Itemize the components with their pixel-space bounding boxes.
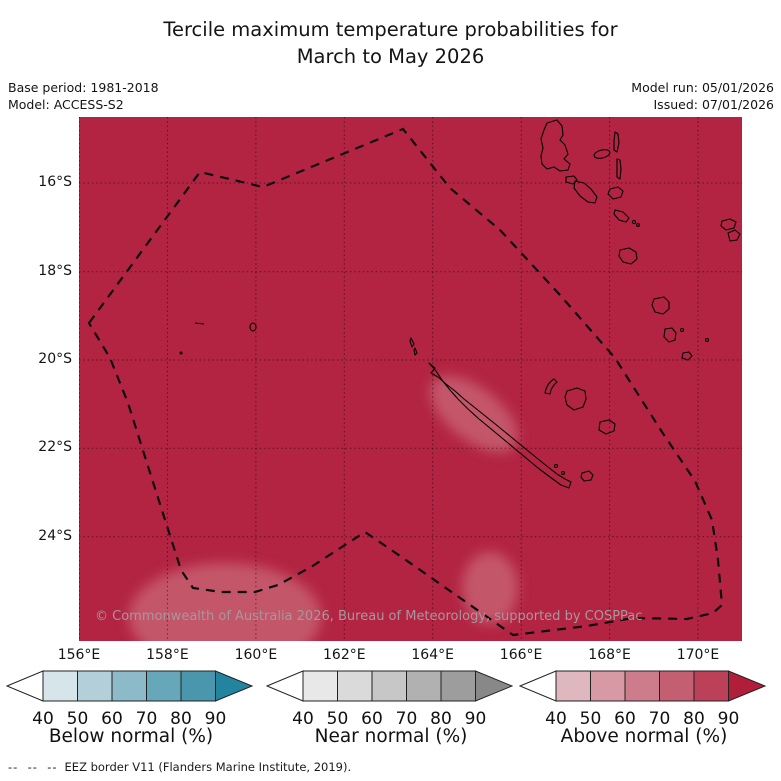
title-line-1: Tercile maximum temperature probabilitie… xyxy=(163,18,618,41)
svg-text:70: 70 xyxy=(649,709,671,728)
legend-near-normal: 40 50 60 70 80 90 xyxy=(266,670,514,728)
svg-text:70: 70 xyxy=(396,709,418,728)
svg-text:50: 50 xyxy=(580,709,602,728)
graticule xyxy=(79,117,742,641)
eez-border-line xyxy=(87,127,724,637)
svg-text:90: 90 xyxy=(205,709,227,728)
lat-tick: 16°S xyxy=(38,174,72,190)
legend-left-arrow xyxy=(519,670,557,702)
island-new-caledonia xyxy=(428,362,572,489)
svg-text:40: 40 xyxy=(545,709,567,728)
probability-map: © Commonwealth of Australia 2026, Bureau… xyxy=(79,117,742,641)
legend-right-arrow xyxy=(728,670,767,702)
lon-tick: 164°E xyxy=(411,647,454,663)
coastlines xyxy=(179,119,741,489)
island-malakula xyxy=(573,180,598,204)
island-epi xyxy=(613,209,630,223)
legend-above-normal-label: Above normal (%) xyxy=(560,726,728,747)
island-efate xyxy=(618,247,638,265)
model-text: Model: ACCESS-S2 xyxy=(8,97,124,112)
lat-tick: 20°S xyxy=(38,351,72,367)
issued-text: Issued: 07/01/2026 xyxy=(653,97,775,112)
svg-text:90: 90 xyxy=(718,709,740,728)
legend-right-arrow xyxy=(215,670,254,702)
svg-text:50: 50 xyxy=(67,709,89,728)
island-erromango xyxy=(651,296,670,315)
lat-tick: 24°S xyxy=(38,527,72,544)
island-ambrym xyxy=(607,186,624,200)
copyright-text: © Commonwealth of Australia 2026, Bureau… xyxy=(95,609,642,624)
legend-left-arrow xyxy=(266,670,304,702)
lat-tick: 22°S xyxy=(38,439,72,456)
legend-above-normal: 40 50 60 70 80 90 xyxy=(519,670,767,728)
svg-text:80: 80 xyxy=(683,709,705,728)
svg-text:60: 60 xyxy=(361,709,383,728)
map-fill-above-90 xyxy=(79,117,742,641)
island-aneityum xyxy=(681,351,693,361)
legend-below-normal-label: Below normal (%) xyxy=(48,726,214,747)
lon-tick: 162°E xyxy=(323,647,366,663)
lon-tick: 170°E xyxy=(676,647,720,663)
lon-tick: 158°E xyxy=(146,647,189,663)
model-run-text: Model run: 05/01/2026 xyxy=(631,80,774,95)
island-ouvea xyxy=(544,378,558,395)
lon-tick: 168°E xyxy=(588,647,631,663)
eez-dash-symbol: -- -- -- xyxy=(8,760,58,774)
svg-text:80: 80 xyxy=(430,709,452,728)
svg-text:50: 50 xyxy=(327,709,349,728)
svg-text:80: 80 xyxy=(170,709,192,728)
lat-tick: 18°S xyxy=(38,262,72,279)
base-period-text: Base period: 1981-2018 xyxy=(8,80,159,95)
page-title: Tercile maximum temperature probabilitie… xyxy=(0,16,781,70)
lon-tick: 160°E xyxy=(234,647,278,663)
legend-near-normal-label: Near normal (%) xyxy=(314,726,468,747)
eez-note-label: EEZ border V11 (Flanders Marine Institut… xyxy=(64,760,352,774)
island-lifou xyxy=(564,387,587,411)
island-isle-of-pines xyxy=(580,470,594,482)
eez-border-note: -- -- -- EEZ border V11 (Flanders Marine … xyxy=(8,760,351,774)
legend-left-arrow xyxy=(6,670,44,702)
title-line-2: March to May 2026 xyxy=(296,45,485,68)
meta-right: Model run: 05/01/2026 Issued: 07/01/2026 xyxy=(631,79,774,113)
svg-text:60: 60 xyxy=(614,709,636,728)
svg-text:40: 40 xyxy=(32,709,54,728)
svg-text:70: 70 xyxy=(136,709,158,728)
island-aoba xyxy=(593,149,611,159)
island-maewo xyxy=(613,131,620,153)
lon-tick: 156°E xyxy=(57,647,101,663)
lon-tick: 166°E xyxy=(499,647,543,663)
island-pentecost xyxy=(616,158,622,180)
meta-left: Base period: 1981-2018 Model: ACCESS-S2 xyxy=(8,79,159,113)
svg-text:40: 40 xyxy=(292,709,314,728)
island-tanna xyxy=(663,327,677,343)
island-santo xyxy=(540,119,571,172)
legend-right-arrow xyxy=(475,670,514,702)
svg-text:60: 60 xyxy=(101,709,123,728)
svg-text:90: 90 xyxy=(465,709,487,728)
legend-below-normal: 40 50 60 70 80 90 xyxy=(6,670,254,728)
island-mare xyxy=(598,419,616,435)
